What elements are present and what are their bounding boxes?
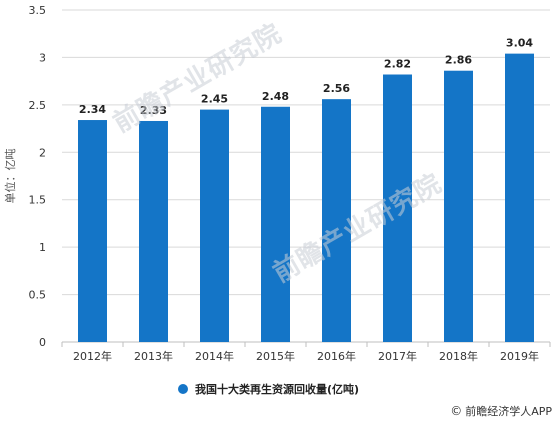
- legend-marker: [178, 384, 188, 394]
- x-tick-label: 2019年: [500, 349, 539, 363]
- copyright-icon: ©: [450, 404, 463, 418]
- bar: [322, 99, 351, 342]
- y-tick-label: 0.5: [29, 289, 47, 302]
- y-tick-label: 2: [39, 146, 46, 159]
- bar: [261, 106, 290, 342]
- y-tick-label: 1: [39, 241, 46, 254]
- data-label: 2.34: [79, 103, 106, 116]
- bar: [139, 120, 168, 343]
- data-label: 2.48: [262, 90, 289, 103]
- x-tick-label: 2016年: [317, 349, 356, 363]
- chart-legend: 我国十大类再生资源回收量(亿吨): [178, 381, 359, 397]
- x-tick-label: 2015年: [256, 349, 295, 363]
- bar: [200, 109, 229, 342]
- y-tick-label: 0: [39, 336, 46, 349]
- bar: [444, 70, 473, 343]
- data-label: 2.86: [445, 54, 472, 67]
- x-tick-label: 2013年: [134, 349, 173, 363]
- data-label: 2.45: [201, 93, 228, 106]
- x-tick-label: 2014年: [195, 349, 234, 363]
- data-label: 2.33: [140, 104, 167, 117]
- source-credit: © 前瞻经济学人APP: [450, 403, 552, 419]
- x-tick-label: 2018年: [439, 349, 478, 363]
- y-tick-label: 2.5: [29, 99, 47, 112]
- x-tick-label: 2017年: [378, 349, 417, 363]
- legend-label: 我国十大类再生资源回收量(亿吨): [195, 383, 360, 396]
- y-tick-label: 1.5: [29, 194, 47, 207]
- bar: [383, 74, 412, 342]
- bar: [505, 53, 534, 343]
- y-tick-label: 3: [39, 51, 46, 64]
- data-label: 2.56: [323, 82, 350, 95]
- bar: [78, 120, 107, 342]
- data-label: 3.04: [506, 37, 533, 50]
- y-axis-title: 单位：亿吨: [3, 149, 17, 204]
- x-tick-label: 2012年: [73, 349, 112, 363]
- data-label: 2.82: [384, 58, 411, 71]
- y-tick-label: 3.5: [29, 4, 47, 17]
- credit-text: 前瞻经济学人APP: [465, 405, 552, 418]
